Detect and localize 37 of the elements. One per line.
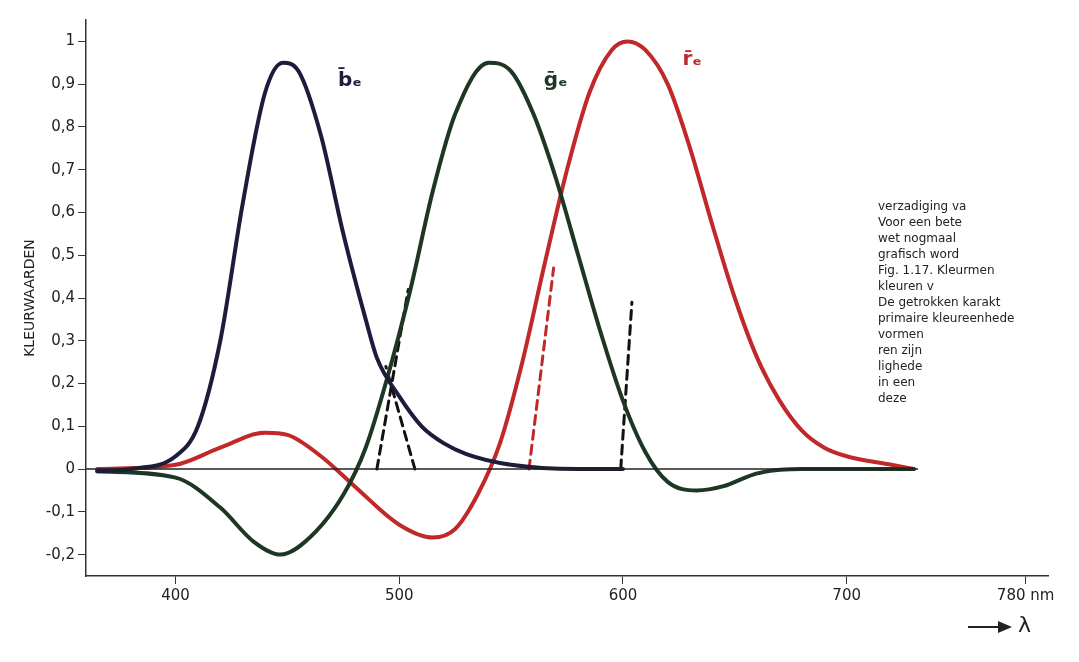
y-tick-label: 0,6 [51, 202, 76, 221]
series-label: r̄ₑ [682, 45, 702, 70]
y-tick-label: -0,1 [45, 501, 76, 520]
annotation: Fig. 1.17. Kleurmen [878, 262, 996, 278]
x-tick-label: 500 [384, 585, 414, 604]
annotation: primaire kleureenhede [878, 310, 1016, 326]
y-tick-label: 0,4 [51, 287, 76, 306]
series-label: b̄ₑ [337, 66, 362, 91]
y-tick-label: 0,5 [51, 245, 76, 264]
x-tick-label: 400 [161, 585, 190, 604]
annotation: Voor een bete [878, 214, 963, 230]
x-axis-title: λ [1018, 611, 1032, 637]
annotation: wet nogmaal [878, 230, 957, 246]
annotation: De getrokken karakt [878, 294, 1002, 310]
annotation: kleuren v [878, 278, 935, 294]
y-tick-label: 0 [65, 458, 76, 477]
y-tick-label: 1 [65, 31, 76, 50]
annotation: in een [878, 374, 917, 390]
annotation: ren zijn [878, 342, 924, 358]
annotation: verzadiging va [878, 198, 968, 214]
y-tick-label: 0,2 [51, 373, 76, 392]
y-tick-label: 0,9 [51, 74, 76, 93]
series-label: ḡₑ [543, 66, 568, 91]
annotation: deze [878, 390, 908, 406]
annotation: grafisch word [878, 246, 961, 262]
y-tick-label: 0,3 [51, 330, 76, 349]
x-tick-label: 600 [608, 585, 638, 604]
x-tick-label: 700 [832, 585, 861, 604]
y-axis-title: KLEURWAARDEN [21, 239, 38, 357]
y-tick-label: 0,1 [51, 416, 76, 435]
annotation: lighede [878, 358, 924, 374]
annotation: vormen [878, 326, 925, 342]
y-tick-label: 0,8 [51, 116, 76, 135]
line-series [95, 60, 625, 474]
y-tick-label: -0,2 [45, 544, 76, 563]
x-tick-label: 780 nm [996, 585, 1055, 604]
y-tick-label: 0,7 [51, 159, 76, 178]
